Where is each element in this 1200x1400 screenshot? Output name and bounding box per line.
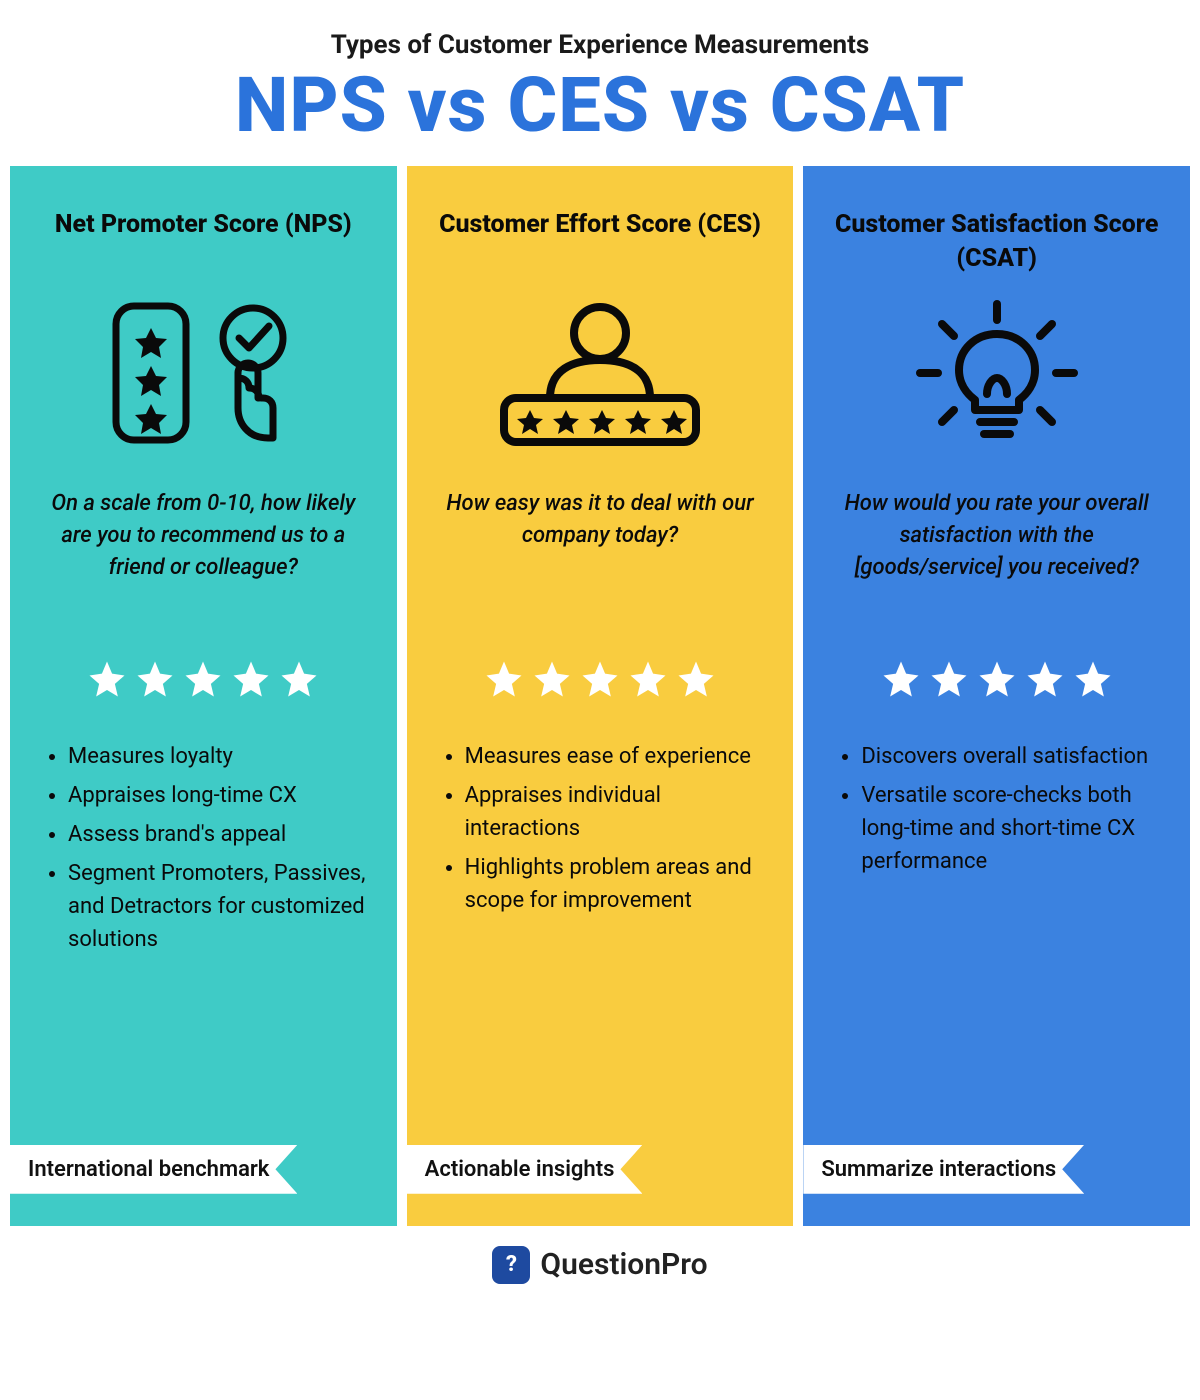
ribbon-label: Summarize interactions bbox=[803, 1145, 1084, 1194]
ribbon-label: International benchmark bbox=[10, 1145, 297, 1194]
star-icon bbox=[579, 658, 621, 700]
list-item: Appraises long-time CX bbox=[68, 779, 367, 812]
infographic-header: Types of Customer Experience Measurement… bbox=[0, 0, 1200, 166]
question-text: How would you rate your overall satisfac… bbox=[833, 488, 1160, 618]
columns-container: Net Promoter Score (NPS) On a scale from… bbox=[0, 166, 1200, 1226]
list-item: Measures loyalty bbox=[68, 740, 367, 773]
points-list: Discovers overall satisfaction Versatile… bbox=[833, 740, 1160, 884]
logo-letter: ? bbox=[506, 1252, 517, 1277]
column-csat: Customer Satisfaction Score (CSAT) How w… bbox=[803, 166, 1190, 1226]
lightbulb-icon bbox=[902, 298, 1092, 448]
list-item: Measures ease of experience bbox=[465, 740, 764, 773]
question-text: How easy was it to deal with our company… bbox=[437, 488, 764, 618]
column-title: Customer Satisfaction Score (CSAT) bbox=[833, 208, 1160, 276]
subtitle: Types of Customer Experience Measurement… bbox=[20, 30, 1180, 60]
points-list: Measures ease of experience Appraises in… bbox=[437, 740, 764, 923]
list-item: Assess brand's appeal bbox=[68, 818, 367, 851]
star-icon bbox=[483, 658, 525, 700]
star-icon bbox=[627, 658, 669, 700]
main-title: NPS vs CES vs CSAT bbox=[20, 66, 1180, 146]
star-icon bbox=[1024, 658, 1066, 700]
stars-row bbox=[86, 658, 320, 700]
star-icon bbox=[182, 658, 224, 700]
column-ces: Customer Effort Score (CES) How easy was… bbox=[407, 166, 794, 1226]
star-icon bbox=[675, 658, 717, 700]
list-item: Appraises individual interactions bbox=[465, 779, 764, 845]
column-title: Net Promoter Score (NPS) bbox=[55, 208, 352, 276]
stars-row bbox=[880, 658, 1114, 700]
brand-name: QuestionPro bbox=[540, 1247, 707, 1282]
list-item: Versatile score-checks both long-time an… bbox=[861, 779, 1160, 878]
stars-row bbox=[483, 658, 717, 700]
star-icon bbox=[1072, 658, 1114, 700]
star-icon bbox=[928, 658, 970, 700]
list-item: Segment Promoters, Passives, and Detract… bbox=[68, 857, 367, 956]
list-item: Discovers overall satisfaction bbox=[861, 740, 1160, 773]
footer: ? QuestionPro bbox=[0, 1226, 1200, 1284]
star-icon bbox=[976, 658, 1018, 700]
user-rating-icon bbox=[490, 298, 710, 448]
brand-logo-icon: ? bbox=[492, 1246, 530, 1284]
column-title: Customer Effort Score (CES) bbox=[439, 208, 761, 276]
star-icon bbox=[230, 658, 272, 700]
column-nps: Net Promoter Score (NPS) On a scale from… bbox=[10, 166, 397, 1226]
star-icon bbox=[134, 658, 176, 700]
ribbon-label: Actionable insights bbox=[407, 1145, 643, 1194]
star-icon bbox=[86, 658, 128, 700]
list-item: Highlights problem areas and scope for i… bbox=[465, 851, 764, 917]
points-list: Measures loyalty Appraises long-time CX … bbox=[40, 740, 367, 962]
question-text: On a scale from 0-10, how likely are you… bbox=[40, 488, 367, 618]
rating-hand-icon bbox=[108, 298, 298, 448]
star-icon bbox=[278, 658, 320, 700]
star-icon bbox=[880, 658, 922, 700]
star-icon bbox=[531, 658, 573, 700]
